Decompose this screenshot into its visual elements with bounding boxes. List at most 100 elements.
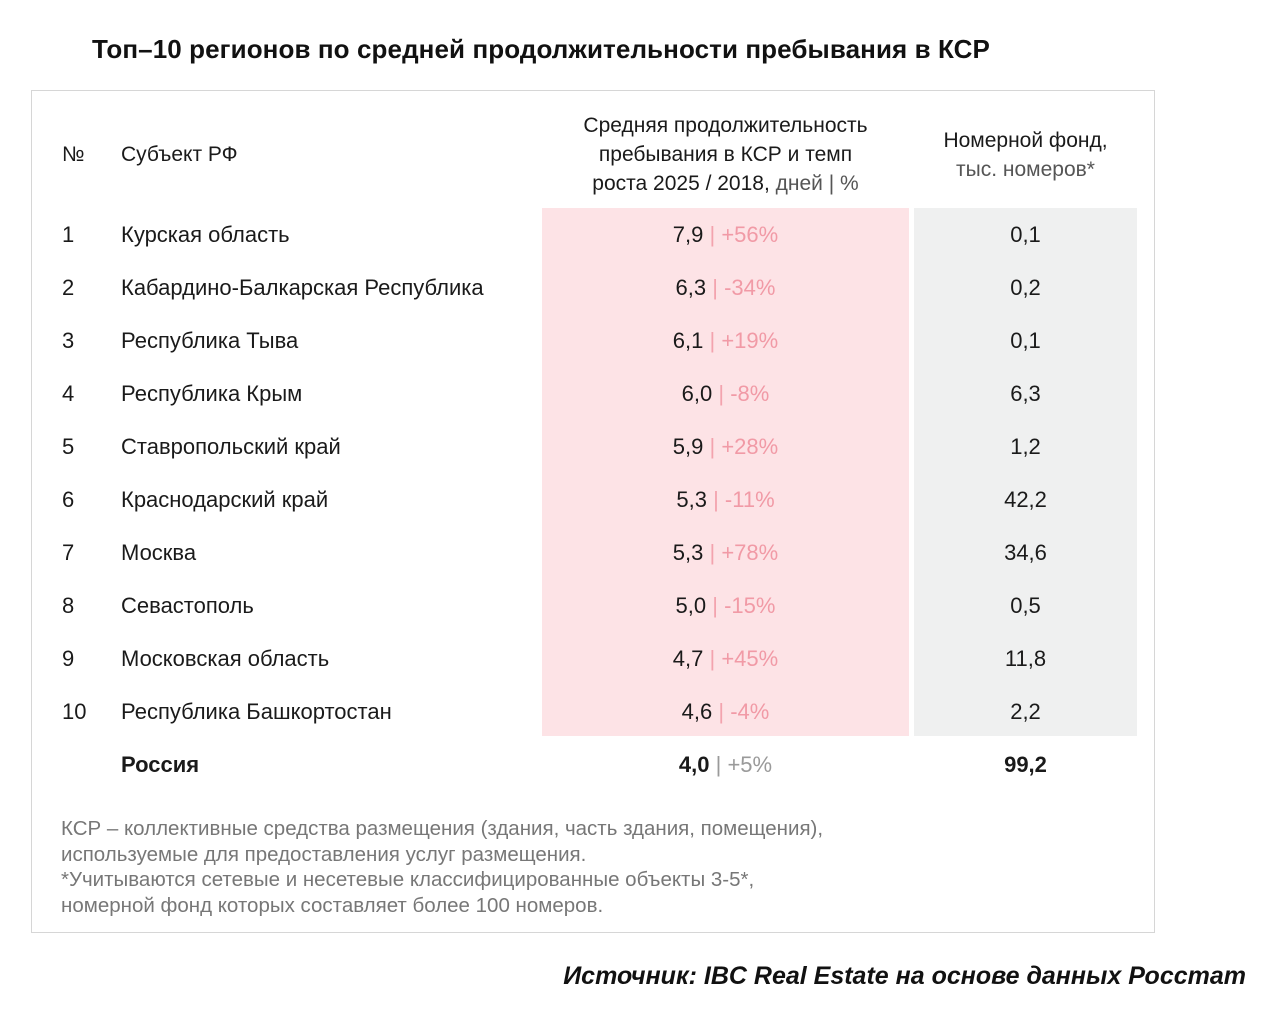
table-row: 1 Курская область 7,9 | +56% 0,1 <box>32 208 1156 261</box>
table-row: 3 Республика Тыва 6,1 | +19% 0,1 <box>32 314 1156 367</box>
header-stay-line2: пребывания в КСР и темп <box>598 143 853 166</box>
table-row: 9 Московская область 4,7 | +45% 11,8 <box>32 632 1156 685</box>
row-growth: -4% <box>730 699 770 724</box>
row-num: 1 <box>62 222 75 247</box>
row-stay: 5,3 | +78% <box>542 526 909 579</box>
row-stay: 5,3 | -11% <box>542 473 909 526</box>
row-fund: 99,2 <box>1004 752 1047 777</box>
row-fund: 34,6 <box>1004 540 1047 565</box>
row-separator: | <box>709 540 716 565</box>
row-stay: 7,9 | +56% <box>542 208 909 261</box>
table-row: 8 Севастополь 5,0 | -15% 0,5 <box>32 579 1156 632</box>
row-subject: Курская область <box>121 222 290 247</box>
row-subject: Республика Тыва <box>121 328 299 353</box>
row-stay: 4,7 | +45% <box>542 632 909 685</box>
row-stay: 5,9 | +28% <box>542 420 909 473</box>
row-subject: Республика Крым <box>121 381 303 406</box>
table-row: 10 Республика Башкортостан 4,6 | -4% 2,2 <box>32 685 1156 738</box>
row-separator: | <box>713 487 719 512</box>
row-subject: Москва <box>121 540 197 565</box>
row-stay-value: 6,1 <box>672 328 704 353</box>
row-stay-value: 7,9 <box>672 222 704 247</box>
row-separator: | <box>718 699 725 724</box>
row-subject: Краснодарский край <box>121 487 329 512</box>
table-row: 7 Москва 5,3 | +78% 34,6 <box>32 526 1156 579</box>
footnote-line: *Учитываются сетевые и несетевые классиф… <box>61 868 755 891</box>
table-row-total: Россия 4,0 | +5% 99,2 <box>32 738 1156 791</box>
row-stay: 6,3 | -34% <box>542 261 909 314</box>
row-separator: | <box>709 222 716 247</box>
row-growth: -8% <box>730 381 770 406</box>
row-stay-value: 5,3 <box>676 487 707 512</box>
header-subject: Субъект РФ <box>121 143 238 166</box>
row-stay-value: 6,3 <box>675 275 707 300</box>
row-growth: -11% <box>724 487 775 512</box>
header-num: № <box>62 143 85 166</box>
row-subject: Республика Башкортостан <box>121 699 392 724</box>
row-growth: +28% <box>721 434 779 459</box>
row-growth: +45% <box>721 646 779 671</box>
row-growth: +78% <box>721 540 779 565</box>
row-fund: 0,1 <box>1010 222 1041 247</box>
row-growth: -34% <box>724 275 776 300</box>
header-stay-line3-bold: роста 2025 / 2018, <box>592 172 770 195</box>
row-fund: 0,1 <box>1010 328 1041 353</box>
table-row: 2 Кабардино-Балкарская Республика 6,3 | -3… <box>32 261 1156 314</box>
row-stay: 4,6 | -4% <box>542 685 909 738</box>
row-stay-value: 5,0 <box>675 593 707 618</box>
table-row: 6 Краснодарский край 5,3 | -11% 42,2 <box>32 473 1156 526</box>
row-stay-value: 5,3 <box>672 540 704 565</box>
row-stay: 4,0 | +5% <box>542 738 909 791</box>
row-separator: | <box>709 434 716 459</box>
table-row: 4 Республика Крым 6,0 | -8% 6,3 <box>32 367 1156 420</box>
row-fund: 2,2 <box>1010 699 1041 724</box>
row-subject: Россия <box>121 752 200 777</box>
page-title: Топ–10 регионов по средней продолжительн… <box>92 34 990 64</box>
row-stay-value: 4,0 <box>678 752 710 777</box>
footnote-line: номерной фонд которых составляет более 1… <box>61 893 604 917</box>
header-stay-line1: Средняя продолжительность <box>583 114 868 137</box>
row-stay: 6,1 | +19% <box>542 314 909 367</box>
row-separator: | <box>718 381 725 406</box>
row-subject: Кабардино-Балкарская Республика <box>121 275 484 300</box>
header-fund-line2: тыс. номеров* <box>956 158 1095 181</box>
row-fund: 6,3 <box>1010 381 1041 406</box>
row-fund: 0,2 <box>1010 275 1041 300</box>
row-subject: Московская область <box>121 646 330 671</box>
header-stay: Средняя продолжительность пребывания в К… <box>542 111 909 198</box>
row-num: 10 <box>62 699 87 724</box>
row-growth: +5% <box>727 752 773 777</box>
row-fund: 11,8 <box>1004 646 1047 671</box>
footnote-line: КСР – коллективные средства размещения (… <box>61 817 824 840</box>
row-num: 2 <box>62 275 75 300</box>
row-num: 7 <box>62 540 75 565</box>
row-stay-value: 4,6 <box>681 699 713 724</box>
row-separator: | <box>715 752 722 777</box>
row-fund: 1,2 <box>1010 434 1041 459</box>
row-growth: +19% <box>721 328 779 353</box>
header-fund: Номерной фонд, тыс. номеров* <box>914 126 1137 184</box>
row-num: 4 <box>62 381 75 406</box>
row-num: 5 <box>62 434 75 459</box>
row-num: 6 <box>62 487 75 512</box>
row-num: 9 <box>62 646 75 671</box>
row-num: 3 <box>62 328 75 353</box>
table-frame: № Субъект РФ Средняя продолжительность п… <box>31 90 1155 933</box>
row-growth: +56% <box>721 222 779 247</box>
row-stay: 5,0 | -15% <box>542 579 909 632</box>
row-subject: Ставропольский край <box>121 434 341 459</box>
footnote-line: используемые для предоставления услуг ра… <box>61 842 587 866</box>
table-row: 5 Ставропольский край 5,9 | +28% 1,2 <box>32 420 1156 473</box>
row-separator: | <box>712 593 718 618</box>
row-separator: | <box>712 275 718 300</box>
row-stay-value: 5,9 <box>672 434 704 459</box>
row-growth: -15% <box>724 593 776 618</box>
header-stay-line3: роста 2025 / 2018, дней | % <box>542 169 909 198</box>
row-separator: | <box>709 646 716 671</box>
footnotes: КСР – коллективные средства размещения (… <box>61 816 823 918</box>
stay-column-highlight <box>542 208 909 736</box>
row-stay-value: 6,0 <box>681 381 713 406</box>
row-stay-value: 4,7 <box>672 646 704 671</box>
row-num: 8 <box>62 593 75 618</box>
fund-column-highlight <box>914 208 1137 736</box>
